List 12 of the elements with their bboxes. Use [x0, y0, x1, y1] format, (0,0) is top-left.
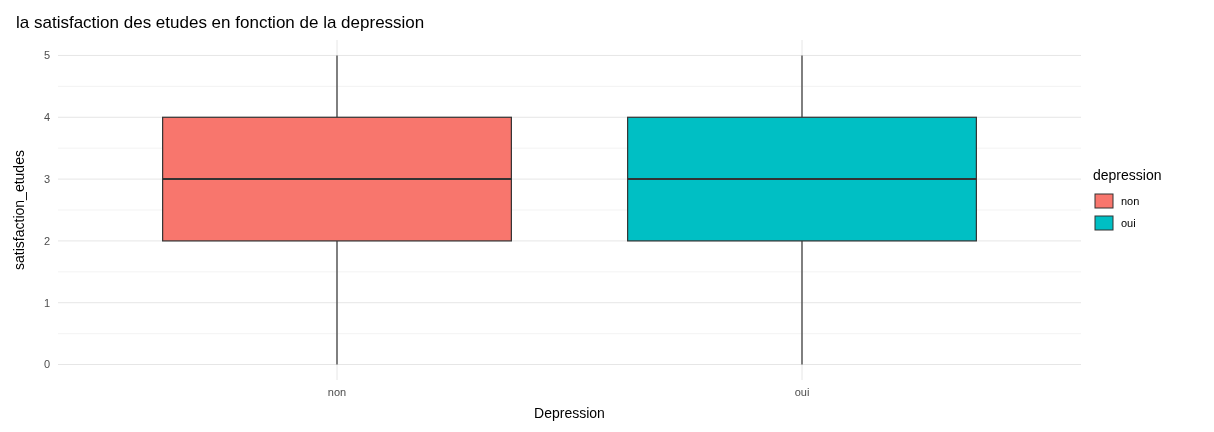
- y-tick-label: 5: [43, 49, 50, 62]
- y-tick-label: 0: [43, 358, 50, 371]
- legend-label: oui: [1121, 216, 1136, 229]
- y-tick-label: 2: [43, 234, 50, 247]
- x-axis-title: Depression: [534, 405, 605, 421]
- legend-title: depression: [1093, 167, 1162, 183]
- legend-label: non: [1121, 194, 1140, 207]
- chart-title: la satisfaction des etudes en fonction de la depression: [16, 13, 425, 32]
- y-tick-label: 1: [43, 296, 50, 309]
- y-tick-label: 4: [43, 111, 50, 124]
- y-tick-label: 3: [43, 172, 50, 185]
- y-axis-title: satisfaction_etudes: [11, 150, 27, 270]
